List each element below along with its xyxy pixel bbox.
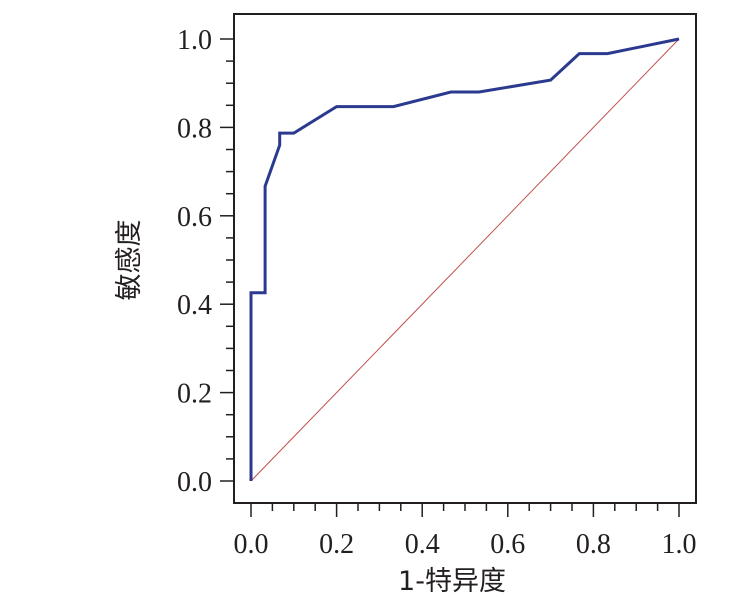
series-layer [249,37,680,482]
y-tick-label: 0.6 [177,202,212,233]
y-tick-label: 0.0 [177,467,212,498]
y-tick-label: 0.4 [177,290,212,321]
y-axis-title: 敏感度 [114,220,145,301]
y-tick-label: 1.0 [177,25,212,56]
x-axis-title: 1-特异度 [398,566,506,597]
x-axis-ticks: 0.0 0.2 0.4 0.6 0.8 1.0 [234,503,697,560]
x-tick-label: 0.0 [234,529,269,560]
reference-diagonal-line [250,38,680,482]
x-tick-label: 1.0 [662,529,697,560]
y-tick-label: 0.2 [177,379,212,410]
y-axis-ticks: 0.0 0.2 0.4 0.6 0.8 1.0 [177,25,234,498]
plot-frame [233,13,697,504]
roc-curve-line [249,37,680,481]
y-tick-label: 0.8 [177,113,212,144]
x-tick-label: 0.4 [405,529,440,560]
x-tick-label: 0.6 [490,529,525,560]
x-tick-label: 0.8 [576,529,611,560]
x-tick-label: 0.2 [319,529,354,560]
